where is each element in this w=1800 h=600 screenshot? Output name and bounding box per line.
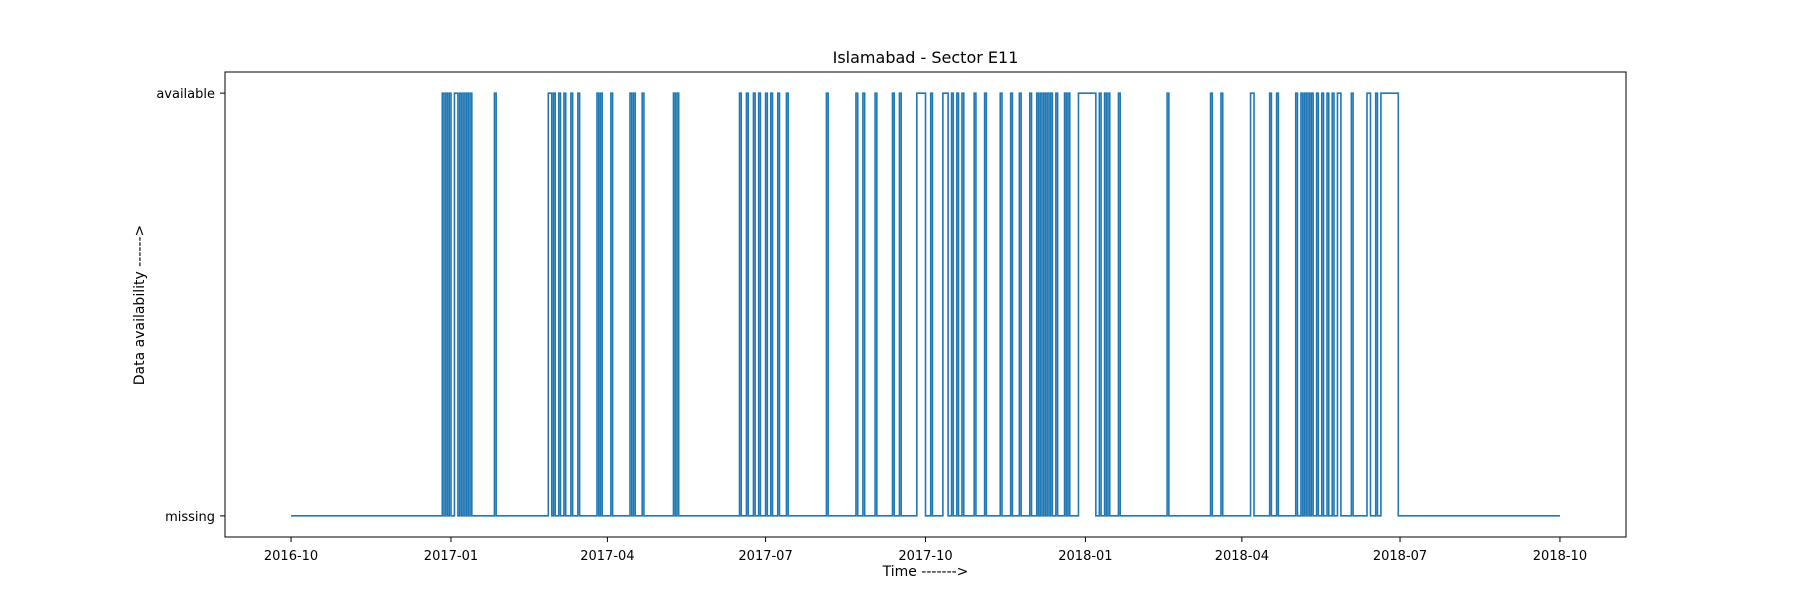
x-tick-label: 2017-01 bbox=[424, 549, 478, 564]
plot-area bbox=[291, 92, 1560, 517]
chart-title: Islamabad - Sector E11 bbox=[833, 48, 1019, 67]
x-tick-label: 2018-04 bbox=[1215, 549, 1269, 564]
y-axis-label: Data availability ------> bbox=[132, 225, 148, 386]
x-tick-label: 2018-07 bbox=[1373, 549, 1427, 564]
x-tick-label: 2017-07 bbox=[738, 549, 792, 564]
series-line-0 bbox=[291, 92, 1560, 517]
x-tick-label: 2018-01 bbox=[1058, 549, 1112, 564]
y-tick-label: missing bbox=[165, 510, 215, 525]
x-tick-label: 2017-10 bbox=[898, 549, 952, 564]
x-tick-label: 2017-04 bbox=[580, 549, 634, 564]
x-tick-label: 2018-10 bbox=[1533, 549, 1587, 564]
x-axis-label: Time -------> bbox=[882, 564, 969, 580]
x-axis: 2016-10 2017-01 2017-04 2017-07 2017-10 2018-… bbox=[264, 537, 1587, 564]
x-tick-label: 2016-10 bbox=[264, 549, 318, 564]
y-axis: missing available bbox=[156, 87, 225, 525]
y-tick-label: available bbox=[156, 87, 215, 102]
